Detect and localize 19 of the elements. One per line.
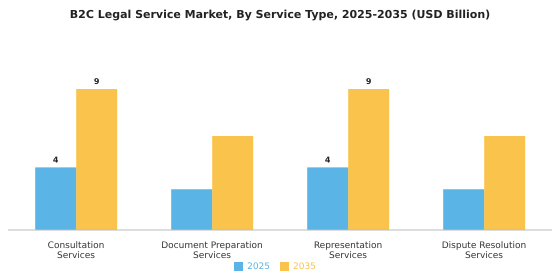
legend-label: 2035	[293, 262, 316, 272]
x-tick-label: Dispute Resolution Services	[442, 241, 526, 261]
bar	[443, 189, 484, 230]
legend-label: 2025	[247, 262, 270, 272]
x-tick-label: Representation Services	[314, 241, 382, 261]
data-label: 9	[94, 77, 100, 86]
data-label: 4	[324, 155, 331, 164]
bar	[348, 89, 390, 230]
bar	[307, 167, 348, 230]
x-tick-label: Consultation Services	[48, 241, 104, 261]
data-label: 4	[52, 155, 59, 164]
bar	[35, 167, 76, 230]
chart-title: B2C Legal Service Market, By Service Type, 2025-2035 (USD Billion)	[68, 8, 492, 23]
bar	[212, 136, 254, 230]
bar	[484, 136, 526, 230]
bar	[76, 89, 118, 230]
bar	[171, 189, 212, 230]
x-tick-label: Document Preparation Services	[161, 241, 263, 261]
data-label: 9	[366, 77, 372, 86]
